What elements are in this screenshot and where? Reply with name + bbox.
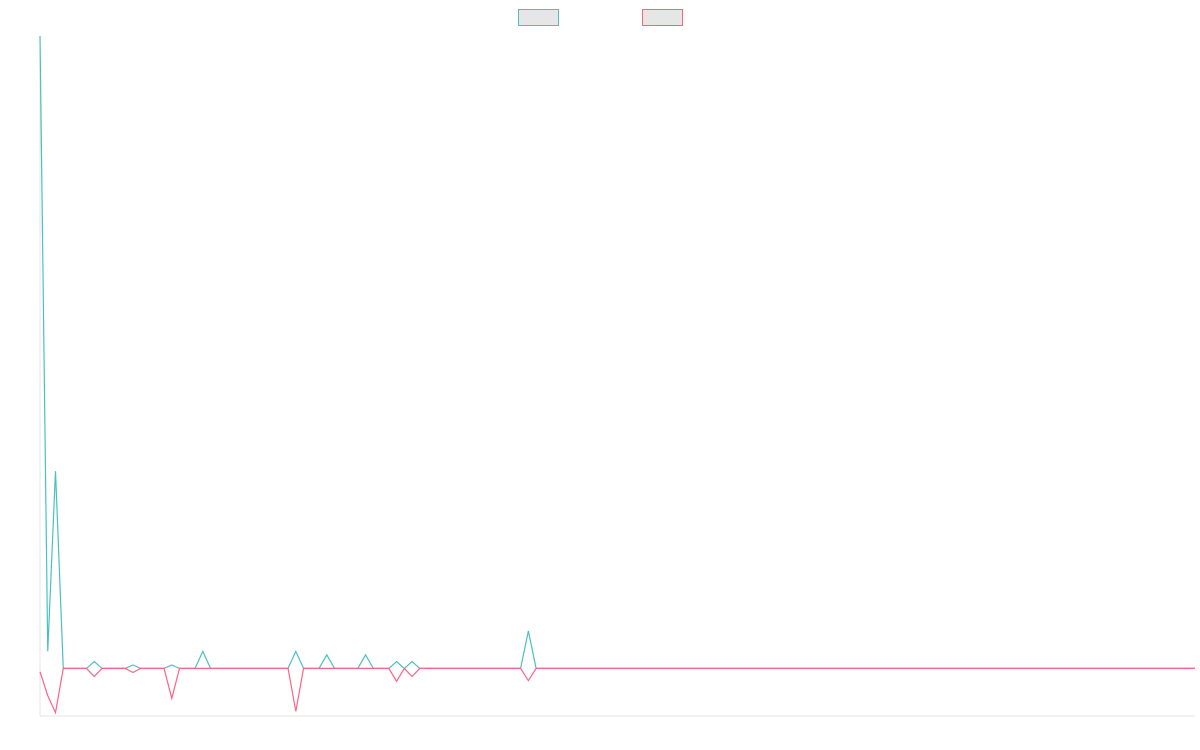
series-layer: [39, 35, 1195, 715]
axes: [39, 36, 1195, 717]
series-line-2: [39, 667, 1195, 715]
legend-swatch-2[interactable]: [642, 9, 683, 26]
series-line-1: [39, 35, 1195, 670]
legend: [518, 9, 683, 26]
legend-swatch-1[interactable]: [518, 9, 559, 26]
